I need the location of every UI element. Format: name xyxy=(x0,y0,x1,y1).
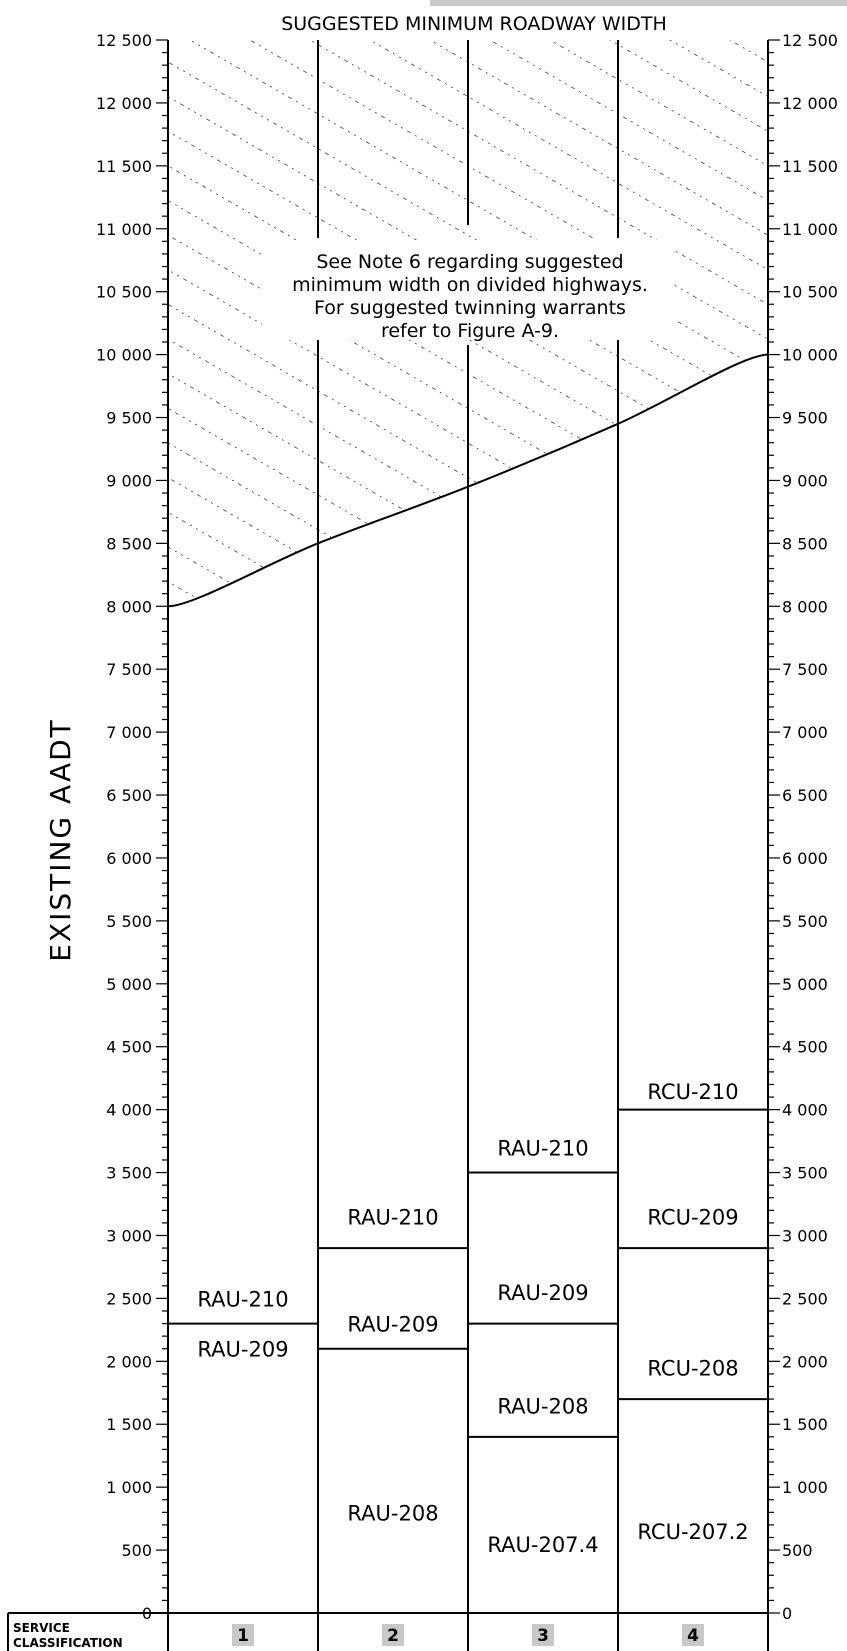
region-label: RAU-210 xyxy=(197,1287,288,1311)
right-tick-label: 11 000 xyxy=(782,220,838,239)
right-tick-label: 6 500 xyxy=(782,786,828,805)
region-label: RCU-209 xyxy=(647,1206,738,1230)
left-tick-label: 2 000 xyxy=(106,1352,152,1371)
region-label: RAU-207.4 xyxy=(487,1533,598,1557)
left-tick-label: 11 500 xyxy=(96,157,152,176)
left-tick-label: 10 000 xyxy=(96,346,152,365)
chart-title: SUGGESTED MINIMUM ROADWAY WIDTH xyxy=(281,13,667,35)
service-class-number: 3 xyxy=(537,1626,549,1646)
right-tick-label: 3 000 xyxy=(782,1226,828,1245)
left-tick-label: 0 xyxy=(142,1604,152,1623)
upper-limit-curve-line xyxy=(167,353,769,608)
note-line-4: refer to Figure A-9. xyxy=(381,320,559,342)
left-tick-label: 1 500 xyxy=(106,1415,152,1434)
right-tick-label: 5 000 xyxy=(782,975,828,994)
right-tick-label: 10 500 xyxy=(782,283,838,302)
region-label: RAU-210 xyxy=(497,1136,588,1160)
left-tick-label: 8 000 xyxy=(106,597,152,616)
note-line-3: For suggested twinning warrants xyxy=(314,297,626,319)
right-tick-label: 4 500 xyxy=(782,1038,828,1057)
right-tick-label: 10 000 xyxy=(782,346,838,365)
left-tick-label: 8 500 xyxy=(106,534,152,553)
left-tick-label: 11 000 xyxy=(96,220,152,239)
right-tick-label: 1 500 xyxy=(782,1415,828,1434)
left-tick-label: 4 500 xyxy=(106,1038,152,1057)
right-tick-label: 6 000 xyxy=(782,849,828,868)
right-tick-label: 12 000 xyxy=(782,94,838,113)
right-tick-label: 4 000 xyxy=(782,1101,828,1120)
right-tick-label: 2 500 xyxy=(782,1289,828,1308)
right-tick-label: 1 000 xyxy=(782,1478,828,1497)
left-tick-label: 3 500 xyxy=(106,1164,152,1183)
left-tick-label: 12 500 xyxy=(96,31,152,50)
region-labels: RAU-209 RAU-210 RAU-208 RAU-209 RAU-210 RAU-2… xyxy=(197,1080,748,1557)
region-label: RCU-210 xyxy=(647,1080,738,1104)
region-label: RAU-208 xyxy=(347,1501,438,1525)
service-class-box xyxy=(232,1624,254,1646)
left-tick-label: 10 500 xyxy=(96,283,152,302)
region-label: RCU-208 xyxy=(647,1357,738,1381)
region-label: RAU-210 xyxy=(347,1206,438,1230)
left-tick-label: 3 000 xyxy=(106,1226,152,1245)
left-tick-label: 2 500 xyxy=(106,1289,152,1308)
region-label: RAU-208 xyxy=(497,1394,588,1418)
region-label: RAU-209 xyxy=(497,1281,588,1305)
note-line-1: See Note 6 regarding suggested xyxy=(316,251,623,273)
service-class-number: 4 xyxy=(687,1626,699,1646)
service-class-box xyxy=(532,1624,554,1646)
right-tick-label: 3 500 xyxy=(782,1164,828,1183)
left-tick-label: 4 000 xyxy=(106,1101,152,1120)
left-tick-label: 7 000 xyxy=(106,723,152,742)
service-class-box xyxy=(382,1624,404,1646)
left-tick-label: 5 000 xyxy=(106,975,152,994)
service-class-number: 1 xyxy=(237,1626,249,1646)
right-tick-label: 2 000 xyxy=(782,1352,828,1371)
service-classification-label-2: CLASSIFICATION xyxy=(13,1636,123,1650)
right-tick-label: 12 500 xyxy=(782,31,838,50)
right-tick-label: 8 000 xyxy=(782,597,828,616)
right-tick-label: 7 500 xyxy=(782,660,828,679)
region-boundaries xyxy=(168,1108,768,1438)
right-tick-label: 5 500 xyxy=(782,912,828,931)
right-tick-label: 500 xyxy=(782,1541,813,1560)
left-tick-label: 12 000 xyxy=(96,94,152,113)
right-tick-label: 8 500 xyxy=(782,534,828,553)
left-tick-label: 6 000 xyxy=(106,849,152,868)
top-strip xyxy=(430,0,847,6)
upper-limit-curve xyxy=(167,353,769,608)
right-tick-label: 0 xyxy=(782,1604,792,1623)
right-tick-label: 9 500 xyxy=(782,409,828,428)
left-tick-label: 1 000 xyxy=(106,1478,152,1497)
left-axis: 0 500 1 000 1 500 2 000 2 500 3 000 3 500 4 000 4… xyxy=(96,31,168,1623)
left-tick-label: 6 500 xyxy=(106,786,152,805)
left-tick-label: 5 500 xyxy=(106,912,152,931)
left-tick-label: 500 xyxy=(121,1541,152,1560)
left-tick-label: 9 000 xyxy=(106,471,152,490)
region-label: RAU-209 xyxy=(347,1313,438,1337)
right-tick-label: 11 500 xyxy=(782,157,838,176)
service-class-box xyxy=(682,1624,704,1646)
right-axis: 0 500 1 000 1 500 2 000 2 500 3 000 3 500 4 000 4… xyxy=(768,31,838,1623)
service-classification-label-1: SERVICE xyxy=(13,1621,70,1635)
left-tick-label: 9 500 xyxy=(106,409,152,428)
service-class-number: 2 xyxy=(387,1626,399,1646)
right-tick-label: 9 000 xyxy=(782,471,828,490)
note: See Note 6 regarding suggested minimum w… xyxy=(262,240,674,342)
left-tick-label: 7 500 xyxy=(106,660,152,679)
region-label: RAU-209 xyxy=(197,1338,288,1362)
y-axis-label: EXISTING AADT xyxy=(44,718,77,962)
note-line-2: minimum width on divided highways. xyxy=(292,274,648,296)
note-background xyxy=(262,240,674,340)
right-tick-label: 7 000 xyxy=(782,723,828,742)
region-label: RCU-207.2 xyxy=(637,1520,748,1544)
